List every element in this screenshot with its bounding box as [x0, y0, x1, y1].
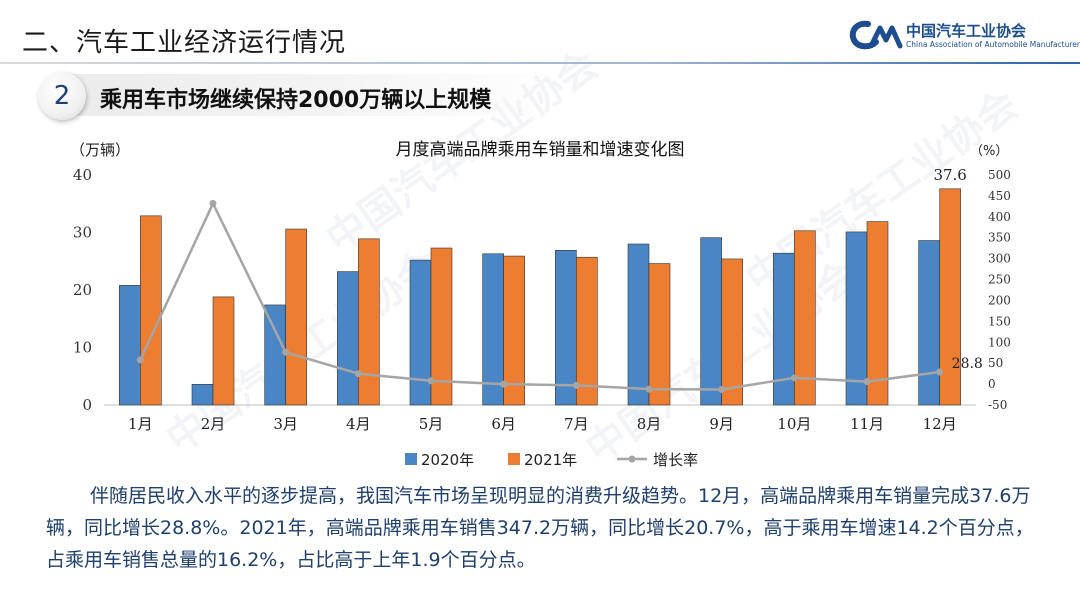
summary-paragraph: 伴随居民收入水平的逐步提高，我国汽车市场呈现明显的消费升级趋势。12月，高端品牌… [46, 485, 1034, 571]
bar-2021年 [794, 230, 816, 406]
point-增长率 [863, 378, 871, 386]
category-label: 10月 [777, 415, 811, 433]
point-增长率 [718, 386, 726, 394]
right-tick-label: 450 [988, 189, 1011, 203]
subtitle-background [44, 74, 564, 116]
header-divider [0, 62, 1080, 64]
legend-swatch-marker [628, 455, 636, 463]
category-label: 11月 [850, 415, 884, 433]
category-label: 2月 [201, 415, 226, 433]
right-tick-label: 200 [988, 293, 1011, 307]
right-axis-unit: （%） [970, 144, 1008, 159]
category-label: 3月 [273, 415, 298, 433]
legend-label: 增长率 [653, 451, 698, 469]
right-tick-label: 500 [988, 168, 1011, 182]
bar-2021年 [212, 296, 235, 406]
bar-2020年 [264, 304, 286, 406]
point-增长率 [354, 370, 362, 378]
left-tick-label: 40 [73, 166, 92, 184]
point-增长率 [790, 374, 798, 382]
subtitle-number-circle [38, 72, 86, 120]
point-增长率 [209, 199, 217, 207]
logo-chinese-name: 中国汽车工业协会 [906, 22, 1027, 40]
category-label: 12月 [923, 415, 957, 433]
category-label: 5月 [419, 415, 444, 433]
bar-2021年 [140, 215, 162, 406]
bar-2020年 [773, 252, 795, 406]
right-tick-label: 400 [988, 210, 1011, 224]
category-label: 7月 [564, 415, 589, 433]
caam-logo: 中国汽车工业协会 China Association of Automobile… [848, 18, 1080, 58]
subtitle-number: 2 [53, 81, 71, 111]
bar-2021年 [866, 221, 889, 406]
bar-2021年 [503, 255, 525, 406]
right-tick-label: 250 [988, 273, 1011, 287]
slide-header: 二、汽车工业经济运行情况 中国汽车工业协会 China Association … [0, 0, 1080, 62]
bar-2021年 [285, 228, 307, 406]
point-增长率 [936, 368, 944, 376]
right-tick-label: 300 [988, 252, 1011, 266]
bar-2020年 [409, 259, 432, 406]
line-增长率 [139, 200, 940, 391]
left-axis-unit: （万辆） [70, 141, 130, 159]
point-增长率 [500, 380, 508, 388]
right-tick-label: 350 [988, 231, 1011, 245]
subtitle-banner: 2 乘用车市场继续保持2000万辆以上规模 [24, 70, 584, 122]
legend-label: 2021年 [524, 451, 577, 469]
point-增长率 [282, 348, 290, 356]
right-tick-label: 0 [988, 377, 996, 391]
caam-logo-icon [849, 20, 903, 50]
left-tick-label: 10 [73, 339, 92, 357]
right-tick-label: -50 [988, 398, 1007, 412]
category-label: 9月 [709, 415, 734, 433]
bar-2021年 [648, 263, 671, 406]
bar-2020年 [845, 231, 868, 406]
right-tick-label: 150 [988, 314, 1011, 328]
bar-2021年 [430, 247, 453, 406]
logo-english-name: China Association of Automobile Manufact… [906, 40, 1080, 49]
bar-2020年 [119, 285, 141, 406]
right-tick-label: 50 [988, 356, 1003, 370]
point-增长率 [427, 377, 435, 385]
data-label: 37.6 [933, 166, 966, 184]
point-增长率 [572, 381, 580, 389]
bar-2020年 [337, 271, 359, 406]
right-tick-label: 100 [988, 335, 1011, 349]
bar-2020年 [918, 240, 940, 406]
legend-label: 2020年 [421, 451, 474, 469]
category-label: 6月 [491, 415, 516, 433]
bar-2020年 [191, 383, 214, 406]
left-tick-label: 20 [73, 281, 92, 299]
subtitle-text: 乘用车市场继续保持2000万辆以上规模 [100, 88, 492, 113]
section-title: 二、汽车工业经济运行情况 [22, 28, 347, 58]
chart-title: 月度高端品牌乘用车销量和增速变化图 [396, 140, 685, 160]
bar-2021年 [939, 188, 961, 406]
category-label: 1月 [128, 415, 153, 433]
bar-2020年 [555, 250, 577, 406]
bar-2020年 [627, 243, 650, 406]
left-tick-label: 30 [73, 224, 92, 242]
left-tick-label: 0 [82, 396, 92, 414]
category-label: 8月 [637, 415, 662, 433]
point-增长率 [645, 385, 653, 393]
bar-2021年 [721, 258, 743, 406]
legend-swatch [508, 453, 520, 465]
sales-growth-chart: 月度高端品牌乘用车销量和增速变化图 （万辆） （%） 0 10 20 30 40 -50 0 50 1… [70, 140, 1011, 469]
bar-2021年 [358, 238, 380, 406]
data-label: 28.8 [952, 356, 983, 372]
category-label: 4月 [346, 415, 371, 433]
legend-swatch [405, 453, 417, 465]
bar-2021年 [576, 256, 598, 406]
bar-2020年 [700, 237, 722, 406]
point-增长率 [136, 356, 144, 364]
